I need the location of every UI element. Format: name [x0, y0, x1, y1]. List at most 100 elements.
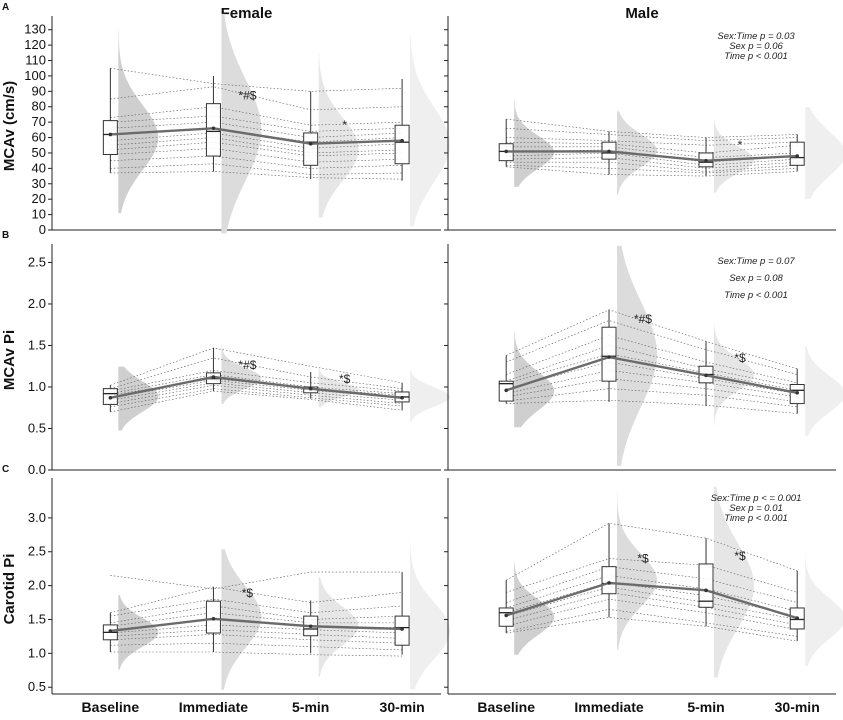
individual-line-7 — [110, 629, 403, 639]
individual-line-3 — [506, 345, 798, 388]
y-tick-label: 60 — [32, 130, 46, 145]
y-tick-label: 1.0 — [28, 645, 46, 660]
box-iqr — [698, 563, 714, 608]
density-cloud-undefined0 — [514, 331, 555, 428]
density-cloud-undefined2 — [318, 52, 359, 218]
density-cloud-undefined1 — [221, 13, 262, 234]
y-tick-label: 2.0 — [28, 296, 46, 311]
stats-text-B-1: Sex p = 0.08 — [729, 273, 783, 284]
mean-point — [400, 138, 404, 143]
y-tick-label: 90 — [32, 83, 46, 98]
individual-line-10 — [110, 651, 403, 657]
x-tick-label-baseline: Baseline — [82, 699, 140, 715]
y-axis-label-B: MCAv Pi — [1, 330, 18, 390]
box-iqr — [102, 120, 118, 156]
x-tick-label-immediate: Immediate — [574, 699, 643, 715]
individual-line-1 — [506, 128, 798, 141]
significance-marker: *$ — [637, 552, 649, 566]
significance-marker: * — [342, 118, 347, 132]
individual-line-9 — [110, 642, 403, 651]
individual-line-3 — [506, 575, 798, 612]
y-tick-label: 50 — [32, 145, 46, 160]
individual-line-1 — [110, 86, 403, 111]
mean-line — [110, 375, 403, 399]
y-tick-label: 130 — [24, 22, 46, 37]
mean-point — [108, 132, 113, 137]
individual-line-2 — [110, 370, 403, 392]
y-tick-label: 2.5 — [28, 254, 46, 269]
significance-marker: *$ — [734, 351, 746, 365]
mean-point — [504, 388, 509, 393]
mean-point — [308, 141, 313, 146]
density-cloud-undefined1 — [221, 549, 262, 690]
y-tick-label: 20 — [32, 191, 46, 206]
density-cloud-undefined3 — [410, 33, 451, 227]
stats-text-C-2: Time p < 0.001 — [724, 513, 788, 524]
mean-line — [505, 355, 798, 394]
mean-point — [400, 395, 404, 400]
box-iqr — [303, 132, 319, 166]
individual-line-5 — [506, 361, 798, 394]
significance-marker: *#$ — [238, 89, 256, 103]
individual-line-4 — [506, 146, 798, 158]
individual-line-6 — [506, 152, 798, 166]
stats-text-A-1: Sex p = 0.06 — [729, 41, 783, 52]
density-cloud-undefined3 — [805, 107, 843, 199]
y-tick-label: 0.5 — [28, 679, 46, 694]
individual-line-0 — [506, 118, 798, 138]
individual-line-6 — [506, 592, 798, 626]
density-cloud-undefined3 — [410, 371, 451, 423]
x-tick-label-immediate: Immediate — [179, 699, 248, 715]
x-tick-label-30-min: 30-min — [380, 699, 425, 715]
mean-point — [308, 624, 313, 629]
mean-point — [308, 386, 313, 391]
mean-point — [108, 395, 113, 400]
individual-line-10 — [506, 166, 798, 177]
density-cloud-undefined0 — [514, 98, 555, 187]
individual-line-9 — [110, 390, 403, 413]
stats-text-A-2: Time p < 0.001 — [724, 51, 788, 62]
stats-text-B-0: Sex:Time p = 0.07 — [717, 256, 795, 267]
density-cloud-undefined0 — [118, 595, 159, 670]
mean-point — [795, 390, 799, 395]
individual-line-1 — [506, 558, 798, 593]
density-cloud-undefined2 — [714, 321, 754, 426]
panel-A-male: * — [444, 16, 843, 231]
mean-point — [704, 588, 708, 593]
y-tick-label: 110 — [25, 53, 46, 68]
box-iqr — [601, 326, 617, 382]
y-tick-label: 40 — [32, 160, 46, 175]
y-tick-label: 30 — [32, 176, 46, 191]
stats-text-C-1: Sex p = 0.01 — [729, 503, 783, 514]
significance-marker: * — [738, 138, 743, 152]
stats-text-B-2: Time p < 0.001 — [724, 290, 788, 301]
y-tick-label: 0.5 — [28, 420, 46, 435]
y-tick-label: 120 — [24, 37, 46, 52]
mean-point — [108, 629, 113, 633]
panel-B-male: *#$ *$ — [444, 244, 843, 471]
individual-line-0 — [506, 309, 798, 370]
mean-point — [795, 616, 799, 620]
panel-label-B: B — [2, 230, 9, 241]
mean-point — [211, 126, 216, 131]
mean-point — [211, 617, 216, 621]
y-tick-label: 0 — [39, 222, 46, 237]
density-cloud-undefined3 — [805, 545, 843, 667]
panel-C-male: *$ *$ Baseline Immediate 5-min 30-min — [444, 478, 843, 715]
x-tick-label-baseline: Baseline — [477, 699, 535, 715]
mean-point — [607, 149, 611, 154]
individual-line-4 — [506, 581, 798, 617]
box-iqr — [601, 566, 617, 595]
individual-line-9 — [506, 399, 798, 414]
individual-line-7 — [506, 598, 798, 630]
significance-marker: *$ — [734, 549, 746, 563]
mean-line — [110, 617, 403, 633]
mean-point — [607, 355, 611, 359]
mean-point — [795, 154, 799, 158]
y-tick-label: 1.5 — [28, 337, 46, 352]
y-tick-label: 70 — [32, 114, 46, 129]
individual-line-2 — [506, 566, 798, 603]
individual-line-1 — [110, 586, 403, 614]
